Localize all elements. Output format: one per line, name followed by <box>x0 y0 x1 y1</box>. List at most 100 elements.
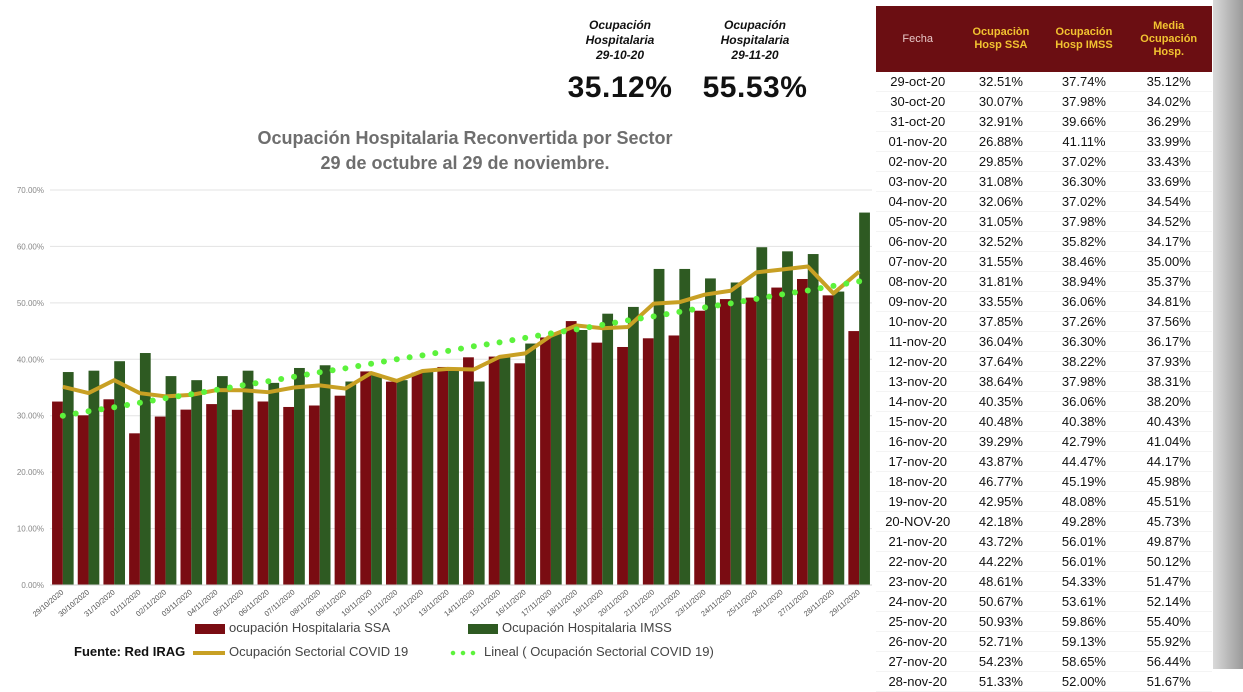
trend-dot <box>689 306 696 313</box>
cell-media: 45.51% <box>1125 491 1212 512</box>
legend-imss-swatch <box>468 623 498 634</box>
bar-ssa <box>642 338 654 585</box>
bar-imss <box>679 268 691 585</box>
cell-ssa: 36.04% <box>959 331 1043 352</box>
cell-imss: 40.38% <box>1042 411 1126 432</box>
trend-dot <box>483 341 490 348</box>
kpi-oct-value: 35.12% <box>567 71 673 104</box>
cell-imss: 35.82% <box>1042 231 1126 252</box>
bar-imss <box>833 291 845 585</box>
cell-imss: 37.74% <box>1042 72 1126 92</box>
trend-dot <box>779 291 786 298</box>
cell-fecha: 05-nov-20 <box>876 211 960 232</box>
table-header-imss: Ocupación Hosp IMSS <box>1042 6 1126 72</box>
bar-imss <box>653 268 665 585</box>
cell-ssa: 31.55% <box>959 251 1043 272</box>
trend-dot <box>368 360 375 367</box>
cell-fecha: 07-nov-20 <box>876 251 960 272</box>
bar-ssa <box>668 335 680 585</box>
y-tick-label: 30.00% <box>17 412 44 421</box>
bar-imss <box>627 306 639 585</box>
table-row: 14-nov-20 40.35% 36.06% 38.20% <box>876 391 1212 412</box>
trend-dot <box>162 395 169 402</box>
cell-imss: 37.98% <box>1042 211 1126 232</box>
y-tick-label: 10.00% <box>17 525 44 534</box>
trend-dot <box>329 367 336 374</box>
bar-ssa <box>154 416 166 585</box>
bar-ssa <box>411 372 423 585</box>
bar-imss <box>345 381 357 585</box>
cell-ssa: 50.93% <box>959 611 1043 632</box>
bar-ssa <box>308 405 320 585</box>
cell-media: 50.12% <box>1125 551 1212 572</box>
bar-ssa <box>385 381 397 585</box>
bar-imss <box>525 343 537 585</box>
y-tick-label: 60.00% <box>17 242 44 251</box>
cell-media: 34.17% <box>1125 231 1212 252</box>
trend-dot <box>843 280 850 287</box>
trend-dot <box>265 378 272 385</box>
trend-dot <box>175 393 182 400</box>
bar-ssa <box>360 371 372 585</box>
cell-imss: 36.06% <box>1042 391 1126 412</box>
cell-ssa: 42.18% <box>959 511 1043 532</box>
bar-ssa <box>206 404 217 585</box>
legend-ssa-label: ocupación Hospitalaria SSA <box>229 620 391 635</box>
cell-imss: 45.19% <box>1042 471 1126 492</box>
right-shadow <box>1213 0 1243 669</box>
table-header-ssa: Ocupaciòn Hosp SSA <box>959 6 1043 72</box>
cell-media: 33.69% <box>1125 171 1212 192</box>
kpi-nov-label: Ocupación Hospitalaria 29-11-20 <box>720 18 790 62</box>
bar-imss <box>396 380 408 585</box>
page: Ocupación Hospitalaria 29-10-20 35.12% O… <box>17 0 1243 692</box>
bar-ssa <box>796 278 808 585</box>
trend-dot <box>637 315 644 322</box>
cell-ssa: 32.52% <box>959 231 1043 252</box>
trend-dot <box>612 319 619 326</box>
table-header-media: Media Ocupación Hosp. <box>1125 6 1212 72</box>
table-row: 29-oct-20 32.51% 37.74% 35.12% <box>876 72 1212 92</box>
cell-fecha: 11-nov-20 <box>876 331 960 352</box>
cell-media: 55.92% <box>1125 631 1212 652</box>
bar-imss <box>576 329 588 585</box>
bar-imss <box>294 367 305 585</box>
table-row: 28-nov-20 51.33% 52.00% 51.67% <box>876 671 1212 692</box>
cell-ssa: 50.67% <box>959 591 1043 612</box>
trend-dot <box>714 302 721 309</box>
trend-dot <box>85 408 92 415</box>
cell-fecha: 29-oct-20 <box>876 72 960 92</box>
cell-media: 37.93% <box>1125 351 1212 372</box>
cell-ssa: 37.64% <box>959 351 1043 372</box>
trend-dot <box>252 380 259 387</box>
table-row: 11-nov-20 36.04% 36.30% 36.17% <box>876 331 1212 352</box>
cell-media: 40.43% <box>1125 411 1212 432</box>
table-row: 16-nov-20 39.29% 42.79% 41.04% <box>876 431 1212 452</box>
cell-fecha: 14-nov-20 <box>876 391 960 412</box>
cell-fecha: 24-nov-20 <box>876 591 960 612</box>
bar-imss <box>216 376 228 585</box>
cell-media: 34.54% <box>1125 191 1212 212</box>
trend-dot <box>136 399 143 406</box>
trend-dot <box>419 352 426 359</box>
bar-imss <box>62 372 74 585</box>
table-row: 25-nov-20 50.93% 59.86% 55.40% <box>876 611 1212 632</box>
table-row: 22-nov-20 44.22% 56.01% 50.12% <box>876 551 1212 572</box>
cell-fecha: 01-nov-20 <box>876 131 960 152</box>
bar-ssa <box>694 310 706 585</box>
legend-imss: Ocupación Hospitalaria IMSS <box>468 620 672 635</box>
table-row: 26-nov-20 52.71% 59.13% 55.92% <box>876 631 1212 652</box>
trend-dot <box>522 334 529 341</box>
table-row: 09-nov-20 33.55% 36.06% 34.81% <box>876 291 1212 312</box>
cell-ssa: 48.61% <box>959 571 1043 592</box>
cell-fecha: 12-nov-20 <box>876 351 960 372</box>
cell-imss: 38.22% <box>1042 351 1126 372</box>
cell-ssa: 40.35% <box>959 391 1043 412</box>
table-row: 06-nov-20 32.52% 35.82% 34.17% <box>876 231 1212 252</box>
cell-fecha: 31-oct-20 <box>876 111 960 132</box>
trend-dot <box>535 332 542 339</box>
trend-dot <box>406 354 413 361</box>
cell-imss: 38.94% <box>1042 271 1126 292</box>
cell-imss: 56.01% <box>1042 531 1126 552</box>
trend-dot <box>470 343 477 350</box>
trend-dot <box>804 287 811 294</box>
